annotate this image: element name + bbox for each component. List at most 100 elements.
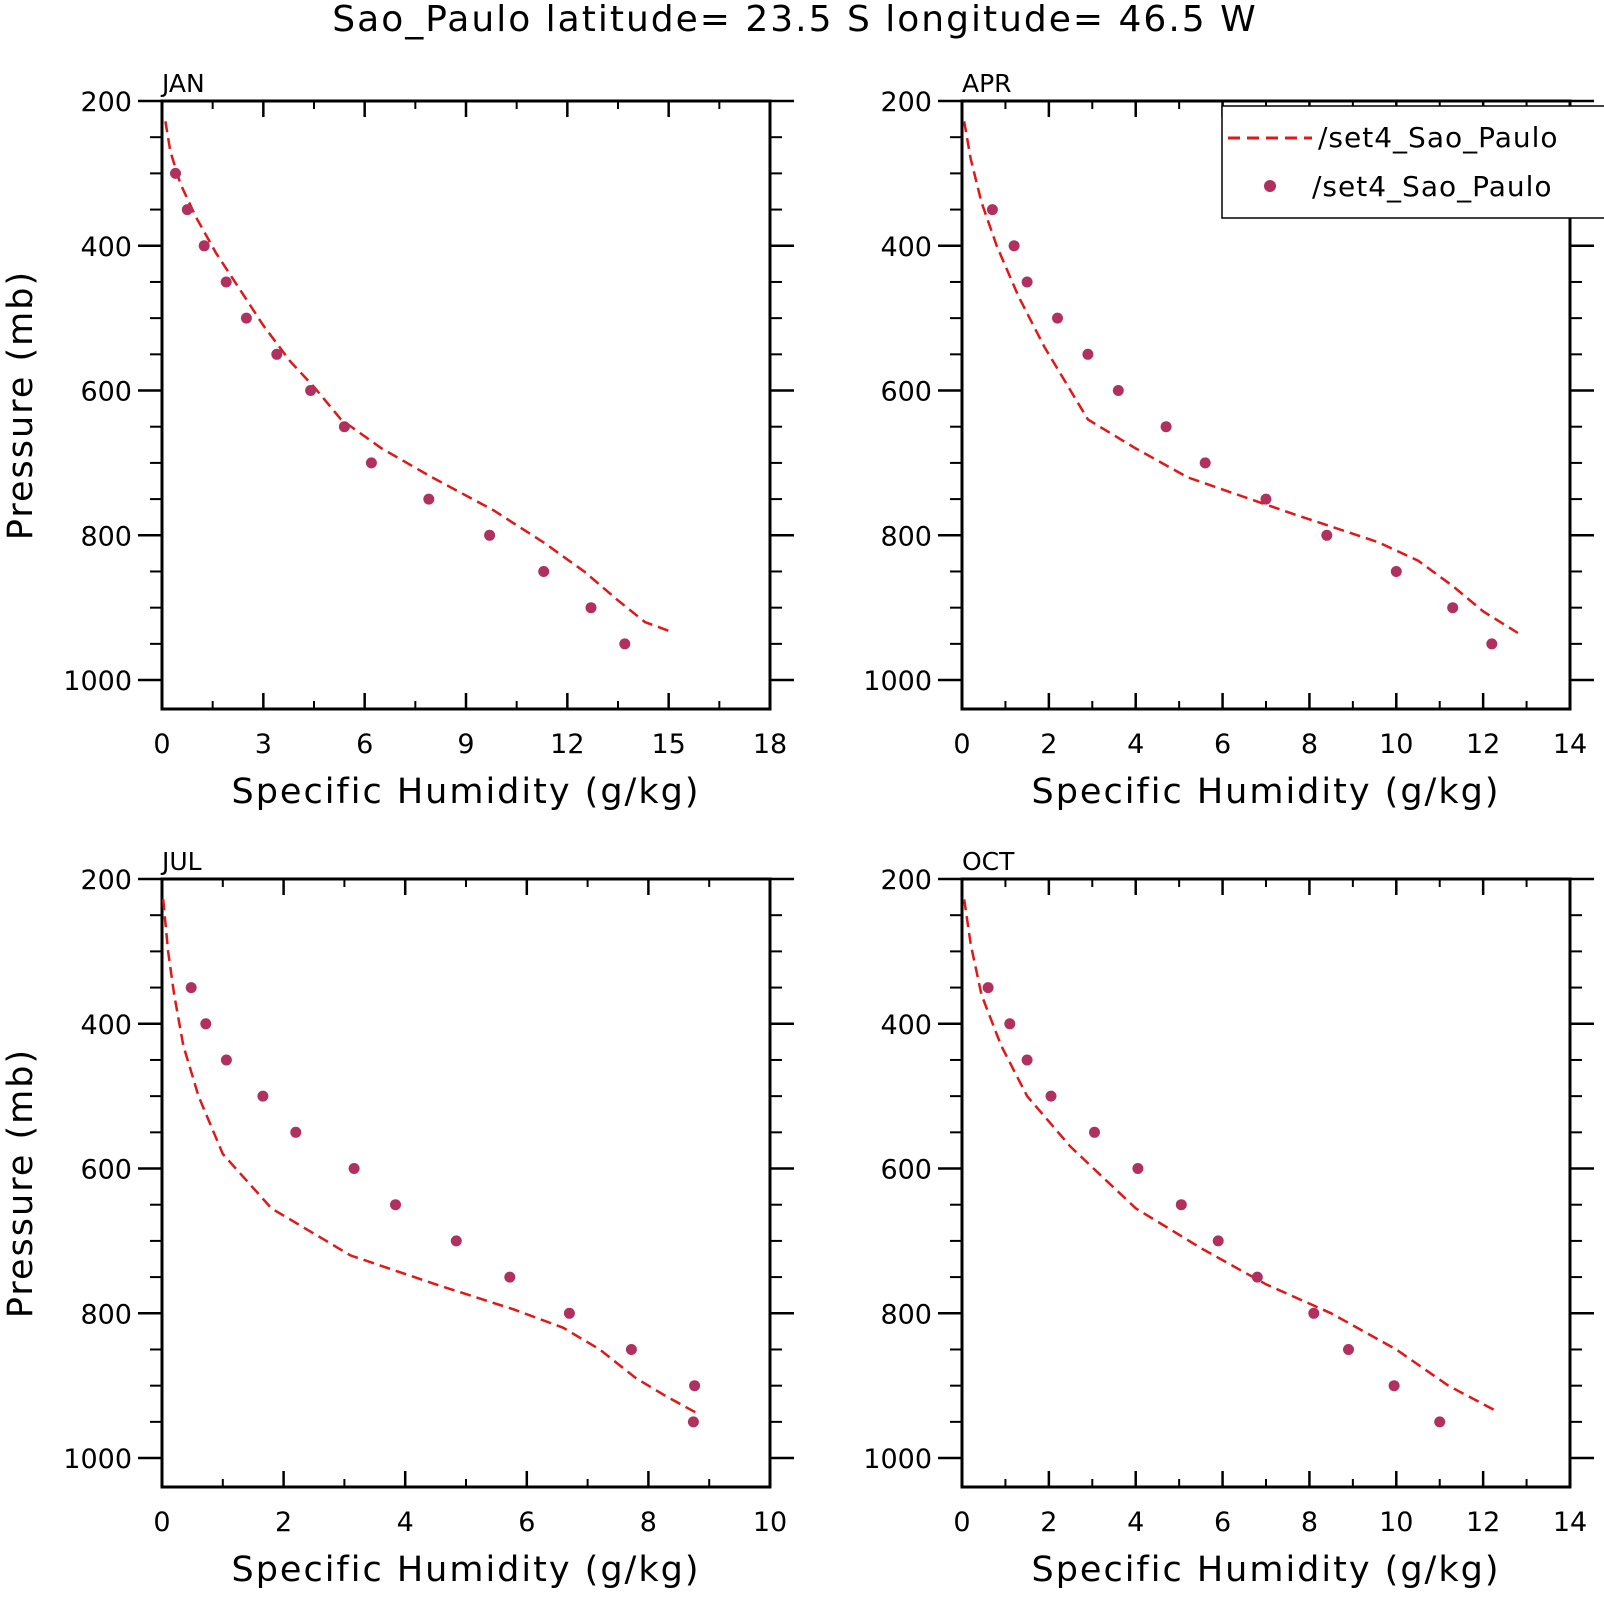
x-tick-label: 0	[953, 729, 970, 760]
observation-point	[1008, 240, 1020, 252]
y-tick-label: 1000	[63, 1444, 132, 1475]
x-tick-label: 10	[1379, 729, 1413, 760]
observation-point	[290, 1126, 302, 1138]
observation-point	[1089, 1126, 1100, 1138]
model-profile-line	[161, 899, 698, 1415]
observation-point	[198, 240, 210, 252]
observation-point	[1021, 1054, 1033, 1066]
legend-dot-sample	[1264, 180, 1276, 192]
x-tick-label: 2	[1040, 1507, 1057, 1538]
x-tick-label: 8	[1301, 1507, 1318, 1538]
x-tick-label: 12	[1466, 729, 1500, 760]
observation-point	[1021, 276, 1033, 288]
observation-point	[1082, 348, 1094, 360]
x-tick-label: 14	[1553, 1507, 1587, 1538]
observation-point	[585, 602, 597, 614]
y-tick-label: 800	[80, 521, 132, 552]
observation-point	[563, 1307, 575, 1319]
x-tick-label: 10	[1379, 1507, 1413, 1538]
x-tick-label: 12	[1466, 1507, 1500, 1538]
x-tick-label: 0	[153, 1507, 170, 1538]
observation-point	[181, 204, 193, 216]
observation-point	[538, 566, 550, 577]
x-tick-label: 0	[953, 1507, 970, 1538]
y-tick-label: 200	[880, 865, 932, 896]
chart-panel-jul: 0 2 4 6 8 10 200 400 600 800 1000 JUL Specific Humid…	[1, 847, 794, 1590]
y-axis-title: Pressure (mb)	[1, 1048, 41, 1318]
model-profile-line	[164, 121, 670, 632]
y-axis-title: Pressure (mb)	[1, 270, 41, 540]
x-tick-label: 2	[1040, 729, 1057, 760]
x-tick-label: 0	[153, 729, 170, 760]
observation-point	[1212, 1235, 1224, 1247]
y-tick-label: 600	[880, 1155, 932, 1186]
x-tick-label: 8	[1301, 729, 1318, 760]
observation-point	[338, 421, 350, 433]
chart-panel-jan: 0 3 6 9 12 15 18 200 400 600 800 1000 JAN Specific Hu…	[1, 69, 794, 812]
x-tick-label: 9	[457, 729, 474, 760]
observation-point	[689, 1380, 701, 1392]
y-tick-label: 200	[80, 87, 132, 118]
observation-point	[625, 1344, 637, 1355]
x-tick-label: 18	[753, 729, 787, 760]
observation-point	[1486, 638, 1498, 650]
y-tick-label: 800	[880, 1299, 932, 1330]
x-tick-label: 6	[518, 1507, 535, 1538]
y-tick-label: 1000	[863, 666, 932, 697]
observation-point	[365, 457, 377, 469]
observation-point	[1004, 1018, 1016, 1030]
model-profile-line	[962, 899, 1497, 1413]
observation-point	[1175, 1199, 1187, 1211]
observation-point	[1112, 385, 1124, 396]
y-tick-label: 800	[880, 521, 932, 552]
x-tick-label: 14	[1553, 729, 1587, 760]
x-axis-title: Specific Humidity (g/kg)	[232, 1550, 701, 1590]
y-tick-label: 200	[80, 865, 132, 896]
x-tick-label: 15	[651, 729, 685, 760]
observation-point	[1390, 566, 1402, 577]
plot-frame	[160, 99, 772, 711]
observation-point	[185, 982, 197, 994]
observation-point	[220, 276, 232, 288]
observation-point	[450, 1235, 462, 1247]
y-tick-label: 400	[80, 1010, 132, 1041]
observation-point	[390, 1199, 401, 1211]
x-tick-label: 12	[550, 729, 584, 760]
observation-point	[305, 385, 317, 396]
chart-panel-oct: 0 2 4 6 8 10 12 14 200 400 600 800 1000 OCT Specific H…	[863, 847, 1594, 1590]
y-tick-label: 1000	[63, 666, 132, 697]
y-tick-label: 800	[80, 1299, 132, 1330]
observation-point	[484, 529, 496, 541]
x-tick-label: 10	[753, 1507, 787, 1538]
x-axis-title: Specific Humidity (g/kg)	[1032, 772, 1501, 812]
y-tick-label: 600	[80, 377, 132, 408]
observation-point	[1132, 1163, 1144, 1174]
observation-point	[257, 1090, 269, 1102]
observation-point	[619, 638, 631, 650]
x-tick-label: 4	[397, 1507, 414, 1538]
x-axis-title: Specific Humidity (g/kg)	[1032, 1550, 1501, 1590]
x-tick-label: 2	[275, 1507, 292, 1538]
observation-point	[271, 348, 283, 360]
main-title: Sao_Paulo latitude= 23.5 S longitude= 46…	[332, 0, 1257, 40]
observation-point	[1434, 1416, 1446, 1428]
legend: /set4_Sao_Paulo /set4_Sao_Paulo	[1221, 105, 1604, 219]
observation-point	[200, 1018, 212, 1030]
observation-point	[986, 204, 998, 216]
observation-point	[1388, 1380, 1400, 1392]
y-tick-label: 600	[80, 1155, 132, 1186]
legend-box	[1221, 105, 1604, 219]
x-tick-label: 4	[1127, 729, 1144, 760]
observation-point	[1251, 1271, 1263, 1283]
panel-title: JAN	[160, 69, 205, 98]
chart-panel-apr: 0 2 4 6 8 10 12 14 200 400 600 800 1000 APR Specific H…	[863, 69, 1594, 812]
y-tick-label: 400	[80, 232, 132, 263]
observation-point	[1447, 602, 1459, 614]
model-profile-line	[962, 121, 1519, 635]
observation-point	[1308, 1307, 1320, 1319]
y-tick-label: 400	[880, 232, 932, 263]
x-tick-label: 4	[1127, 1507, 1144, 1538]
x-axis-title: Specific Humidity (g/kg)	[232, 772, 701, 812]
